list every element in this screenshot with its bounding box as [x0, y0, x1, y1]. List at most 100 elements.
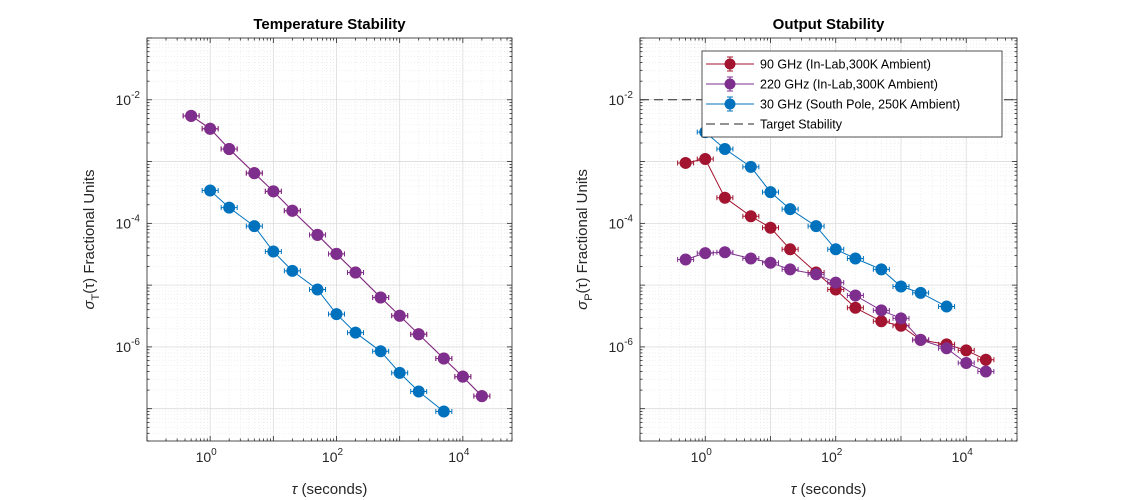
data-point	[784, 263, 797, 276]
data-point	[311, 228, 324, 241]
x-axis-symbol: τ	[791, 481, 798, 498]
y-axis-label: σT(τ) Fractional Units	[81, 169, 102, 309]
legend: 90 GHz (In-Lab,300K Ambient) 220 GHz (In-…	[701, 50, 1003, 138]
data-point	[764, 256, 777, 269]
x-axis-label: τ (seconds)	[791, 481, 867, 498]
data-point	[330, 247, 343, 260]
y-axis-text: (τ) Fractional Units	[81, 169, 98, 293]
data-point	[849, 301, 862, 314]
data-point	[679, 156, 692, 169]
data-point	[718, 191, 731, 204]
x-tick-label: 100	[691, 447, 713, 465]
series-1	[182, 109, 491, 403]
y-tick-base: 10	[116, 215, 132, 231]
data-point	[374, 345, 387, 358]
x-tick-label: 104	[448, 447, 470, 465]
x-tick-exponent: 0	[211, 447, 217, 458]
data-point	[204, 184, 217, 197]
data-point	[764, 221, 777, 234]
data-point	[914, 286, 927, 299]
data-point	[267, 185, 280, 198]
legend-label: Target Stability	[760, 118, 843, 132]
data-point	[960, 356, 973, 369]
data-point	[914, 333, 927, 346]
data-point	[699, 153, 712, 166]
y-axis-label: σP(τ) Fractional Units	[574, 169, 595, 310]
x-tick-base: 10	[952, 449, 968, 465]
y-tick-exponent: -2	[624, 90, 633, 101]
x-axis-text: (seconds)	[301, 481, 367, 498]
x-tick-base: 10	[691, 449, 707, 465]
data-point	[412, 385, 425, 398]
chart-title: Temperature Stability	[253, 16, 406, 33]
data-point	[875, 263, 888, 276]
data-point	[393, 309, 406, 322]
data-point	[349, 266, 362, 279]
x-tick-exponent: 4	[967, 447, 973, 458]
legend-entry: 220 GHz (In-Lab,300K Ambient)	[706, 76, 938, 92]
data-point	[718, 142, 731, 155]
data-point	[437, 405, 450, 418]
data-point	[679, 253, 692, 266]
data-point	[829, 276, 842, 289]
legend-box	[701, 50, 1003, 138]
x-tick-base: 10	[322, 449, 338, 465]
legend-entry-target: Target Stability	[706, 118, 843, 132]
x-axis-symbol: τ	[292, 481, 299, 498]
data-point	[330, 308, 343, 321]
data-point	[829, 243, 842, 256]
data-point	[456, 370, 469, 383]
legend-entry: 90 GHz (In-Lab,300K Ambient)	[706, 56, 931, 72]
legend-label: 90 GHz (In-Lab,300K Ambient)	[760, 58, 931, 72]
y-tick-label: 10-6	[609, 337, 634, 355]
y-tick-label: 10-6	[116, 337, 141, 355]
data-point	[223, 142, 236, 155]
x-axis-label: τ (seconds)	[292, 481, 368, 498]
y-tick-label: 10-2	[116, 90, 141, 108]
data-point	[810, 268, 823, 281]
y-tick-base: 10	[609, 339, 625, 355]
data-point	[784, 203, 797, 216]
y-tick-base: 10	[609, 215, 625, 231]
data-point	[810, 220, 823, 233]
data-point	[699, 247, 712, 260]
data-point	[849, 252, 862, 265]
data-point	[744, 252, 757, 265]
y-tick-exponent: -4	[624, 213, 633, 224]
data-point	[744, 210, 757, 223]
plot-area	[147, 38, 512, 441]
data-point	[784, 243, 797, 256]
data-point	[204, 122, 217, 135]
y-axis-subscript: P	[583, 293, 595, 300]
tick-marks	[146, 37, 513, 442]
data-point	[267, 245, 280, 258]
x-tick-base: 10	[196, 449, 212, 465]
x-tick-base: 10	[821, 449, 837, 465]
series-2	[201, 184, 453, 418]
data-point	[374, 291, 387, 304]
x-tick-exponent: 0	[706, 447, 712, 458]
axes-box	[146, 37, 513, 442]
y-axis-symbol: σ	[574, 300, 591, 310]
data-point	[849, 289, 862, 302]
grid	[146, 37, 513, 442]
data-point	[875, 304, 888, 317]
data-point	[286, 204, 299, 217]
data-point	[393, 366, 406, 379]
series-1	[677, 246, 995, 378]
y-tick-label: 10-2	[609, 90, 634, 108]
y-tick-exponent: -2	[131, 90, 140, 101]
data-point	[979, 353, 992, 366]
data-point	[248, 167, 261, 180]
y-tick-base: 10	[609, 92, 625, 108]
data-point	[437, 352, 450, 365]
x-tick-exponent: 4	[464, 447, 470, 458]
x-tick-label: 102	[821, 447, 843, 465]
data-point	[744, 160, 757, 173]
data-point	[764, 186, 777, 199]
legend-marker	[724, 58, 736, 70]
y-tick-label: 10-4	[116, 213, 141, 231]
data-point	[875, 315, 888, 328]
